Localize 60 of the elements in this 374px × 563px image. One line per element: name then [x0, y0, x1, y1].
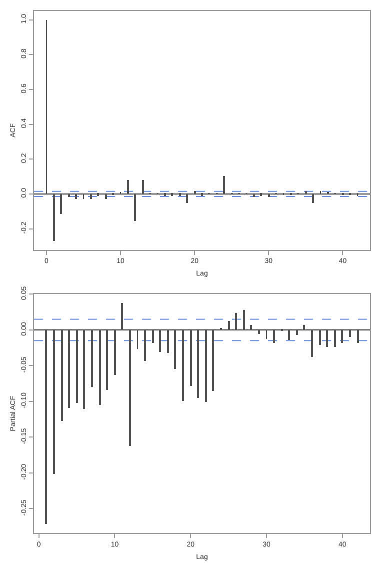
bar: [144, 330, 146, 362]
bar: [83, 330, 85, 410]
bar: [90, 194, 92, 199]
bar: [250, 325, 252, 330]
bar: [288, 330, 290, 340]
bar: [121, 303, 123, 330]
bar: [334, 330, 336, 348]
bar: [68, 194, 70, 197]
bar: [97, 193, 99, 196]
bar: [179, 193, 181, 196]
bar: [258, 330, 260, 334]
bar: [223, 176, 225, 194]
bar: [303, 325, 305, 330]
bar: [106, 330, 108, 390]
bar: [305, 191, 307, 194]
bar: [197, 330, 199, 398]
bar: [190, 330, 192, 386]
bar: [127, 180, 129, 194]
bar: [268, 194, 270, 197]
bar: [167, 330, 169, 354]
bar: [142, 180, 144, 194]
bar: [105, 194, 107, 199]
bar: [114, 330, 116, 376]
bar: [260, 193, 262, 196]
bar: [228, 321, 230, 330]
bar: [212, 330, 214, 392]
bar: [326, 330, 328, 348]
bar: [349, 330, 351, 338]
bar: [357, 330, 359, 344]
bar: [75, 194, 77, 199]
bar: [201, 193, 203, 196]
bar: [99, 330, 101, 406]
bar: [312, 194, 314, 203]
bar: [53, 330, 55, 474]
bar: [273, 330, 275, 344]
bar: [235, 313, 237, 330]
bar: [253, 194, 255, 197]
bar: [341, 330, 343, 344]
bar: [319, 330, 321, 346]
bar: [171, 193, 173, 196]
bar: [174, 330, 176, 370]
bar: [205, 330, 207, 402]
bar: [152, 330, 154, 344]
bar: [182, 330, 184, 402]
bar: [134, 194, 136, 221]
bar: [243, 310, 245, 330]
bar: [311, 330, 313, 358]
bar: [53, 194, 55, 241]
bar: [76, 330, 78, 404]
bar: [129, 330, 131, 446]
bar: [164, 193, 166, 196]
bar: [61, 330, 63, 422]
bar: [60, 194, 62, 214]
bar: [159, 330, 161, 352]
bar: [194, 191, 196, 194]
bar: [296, 330, 298, 336]
bar: [186, 194, 188, 203]
bar: [45, 330, 47, 524]
bar: [68, 330, 70, 408]
bar: [91, 330, 93, 388]
